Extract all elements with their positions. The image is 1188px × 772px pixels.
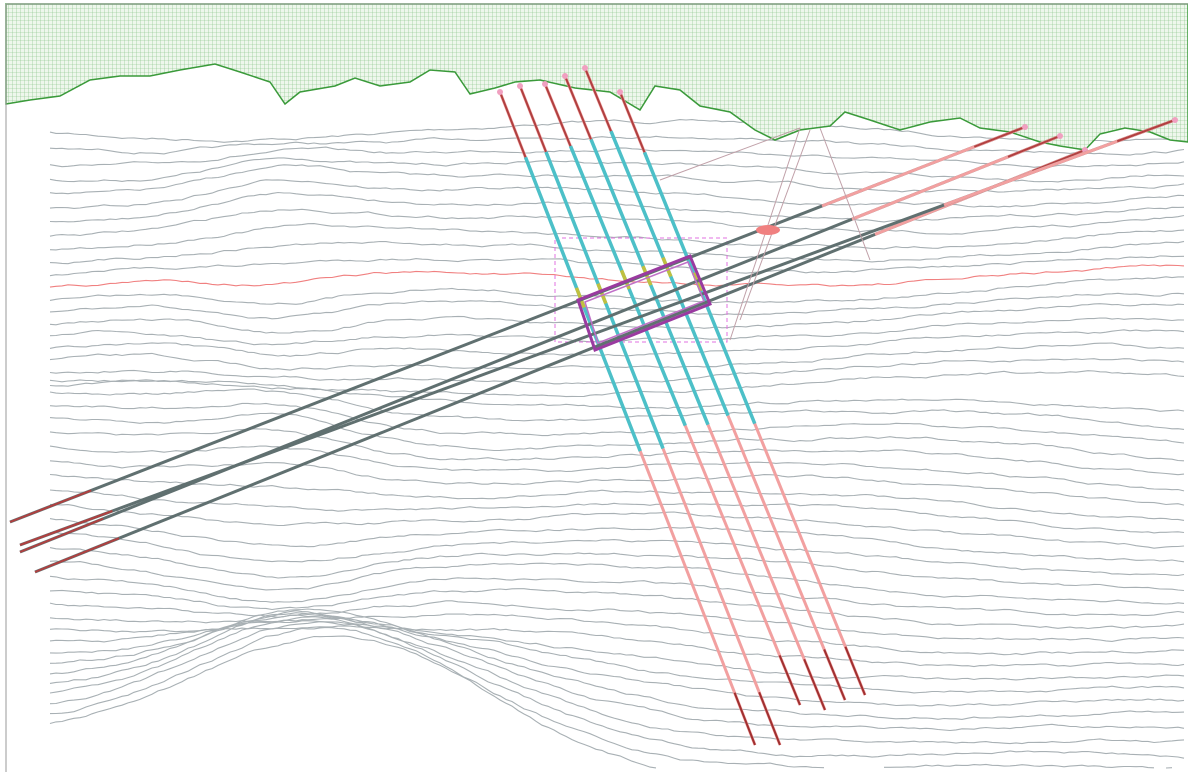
contour-line xyxy=(49,179,1185,209)
target-box-inner xyxy=(584,261,705,344)
collar xyxy=(1022,124,1028,130)
contour-line xyxy=(49,621,1185,759)
contour-line xyxy=(49,358,1185,385)
contour-line xyxy=(49,412,1185,462)
drill-segment xyxy=(596,283,608,305)
survey-line xyxy=(819,127,871,261)
contour-line xyxy=(49,610,1185,707)
contour-line xyxy=(49,223,1185,251)
contour-line xyxy=(49,240,1185,265)
contour-line xyxy=(49,560,1185,605)
survey-line xyxy=(739,129,811,321)
contour-line xyxy=(49,518,1185,563)
contour-line xyxy=(49,608,1185,720)
contour-line xyxy=(49,276,1184,305)
collar xyxy=(517,83,523,89)
drill-segment xyxy=(544,83,572,147)
contour-line xyxy=(49,588,1185,630)
contour-line xyxy=(49,612,1185,732)
contour-line xyxy=(49,503,1185,549)
drill-segment xyxy=(803,658,826,711)
contour-line xyxy=(49,292,1185,320)
contour-line xyxy=(49,164,1185,195)
cluster xyxy=(756,225,780,235)
drill-segment xyxy=(499,91,527,158)
contour-line xyxy=(49,613,1185,656)
drill-segment xyxy=(519,85,547,153)
survey-line xyxy=(659,127,801,181)
hatched-zone xyxy=(5,3,1188,151)
drill-segment xyxy=(778,654,801,706)
contour-line xyxy=(49,208,1185,237)
drill-segment xyxy=(34,537,120,573)
collar xyxy=(562,73,568,79)
collar xyxy=(582,65,588,71)
target-box xyxy=(576,254,712,352)
collar xyxy=(1057,133,1063,139)
contour-line xyxy=(49,428,1185,476)
contour-line xyxy=(49,157,1185,183)
drill-segment xyxy=(1007,135,1061,158)
collar xyxy=(1172,117,1178,123)
drill-segment xyxy=(844,646,866,696)
drill-segment xyxy=(823,649,846,701)
contour-line xyxy=(49,600,1185,642)
contour-line xyxy=(49,264,1185,288)
contour-line xyxy=(49,445,1185,492)
collar xyxy=(497,89,503,95)
drill-segment xyxy=(973,126,1026,148)
contour-line xyxy=(49,379,1185,412)
zone-box xyxy=(554,237,728,343)
drill-segment xyxy=(1116,119,1176,143)
contour-line xyxy=(49,489,1185,534)
drill-segment xyxy=(619,91,646,153)
contour-line xyxy=(49,620,1185,681)
drill-segment xyxy=(758,691,781,746)
contour-line xyxy=(49,625,1185,668)
contour-line xyxy=(49,626,1173,769)
drill-segment xyxy=(564,75,592,140)
contour-line xyxy=(49,616,1185,745)
drill-segment xyxy=(19,517,104,553)
contours xyxy=(49,119,1185,769)
contour-line xyxy=(49,635,657,769)
contour-line xyxy=(49,388,1185,430)
drill-segment xyxy=(584,67,612,132)
drill-segment xyxy=(19,510,113,546)
contour-line xyxy=(49,532,1185,577)
contour-line xyxy=(49,473,1185,521)
drill-segment xyxy=(9,489,92,523)
contour-line xyxy=(49,402,1185,444)
collar xyxy=(542,81,548,87)
contour-line xyxy=(49,547,1185,592)
contour-line xyxy=(49,614,1185,694)
contour-line xyxy=(49,135,1185,156)
contour-line xyxy=(49,329,1185,357)
contour-line xyxy=(49,342,1185,371)
collar xyxy=(617,89,623,95)
drill-segment xyxy=(1032,149,1086,173)
contour-line xyxy=(49,575,1185,617)
drill-segment xyxy=(733,692,756,746)
drill-lines xyxy=(9,65,1178,746)
